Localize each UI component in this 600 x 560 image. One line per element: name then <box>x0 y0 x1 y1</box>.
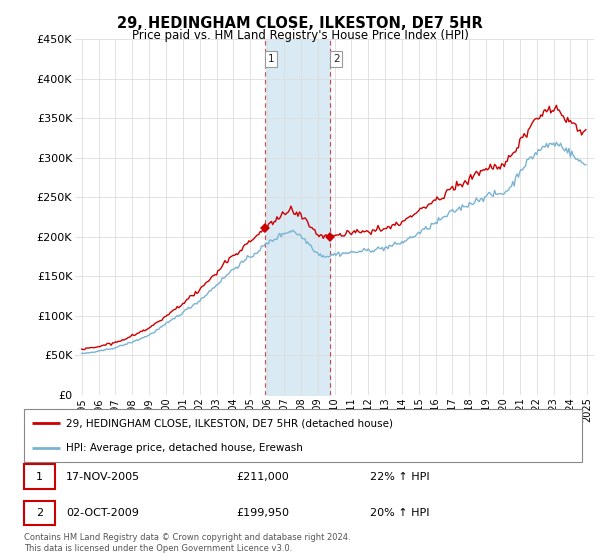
Text: Price paid vs. HM Land Registry's House Price Index (HPI): Price paid vs. HM Land Registry's House … <box>131 29 469 42</box>
Text: Contains HM Land Registry data © Crown copyright and database right 2024.
This d: Contains HM Land Registry data © Crown c… <box>24 533 350 553</box>
Text: 1: 1 <box>268 54 274 64</box>
Text: 2: 2 <box>36 508 43 518</box>
Text: 29, HEDINGHAM CLOSE, ILKESTON, DE7 5HR: 29, HEDINGHAM CLOSE, ILKESTON, DE7 5HR <box>117 16 483 31</box>
Text: 22% ↑ HPI: 22% ↑ HPI <box>370 472 430 482</box>
Text: 20% ↑ HPI: 20% ↑ HPI <box>370 508 430 518</box>
Text: HPI: Average price, detached house, Erewash: HPI: Average price, detached house, Erew… <box>66 442 303 452</box>
Text: £211,000: £211,000 <box>236 472 289 482</box>
Bar <box>24 501 55 525</box>
Text: 29, HEDINGHAM CLOSE, ILKESTON, DE7 5HR (detached house): 29, HEDINGHAM CLOSE, ILKESTON, DE7 5HR (… <box>66 418 393 428</box>
Text: 2: 2 <box>333 54 340 64</box>
Bar <box>24 464 55 489</box>
Text: £199,950: £199,950 <box>236 508 289 518</box>
Text: 02-OCT-2009: 02-OCT-2009 <box>66 508 139 518</box>
Text: 1: 1 <box>36 472 43 482</box>
Text: 17-NOV-2005: 17-NOV-2005 <box>66 472 140 482</box>
